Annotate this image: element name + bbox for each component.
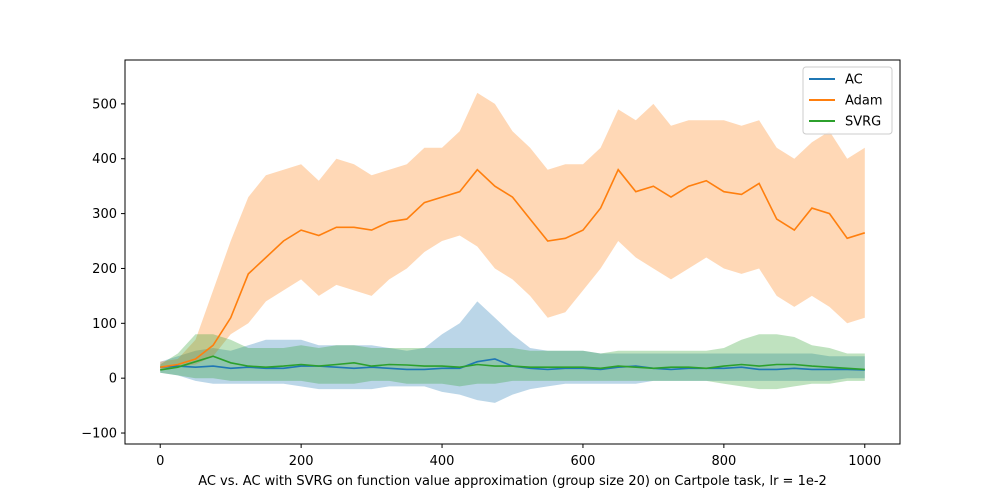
y-axis-ticks: −100 0 100 200 300 400 500 [81, 97, 125, 442]
band-svrg [160, 334, 865, 390]
line-adam [160, 168, 866, 368]
y-tick-label: −100 [81, 427, 117, 442]
y-tick-label: 0 [109, 372, 117, 387]
y-tick-label: 100 [92, 317, 117, 332]
band-ac [160, 301, 865, 403]
x-tick-label: 400 [430, 454, 455, 469]
legend-label-adam: Adam [845, 94, 883, 109]
x-tick-label: 800 [711, 454, 736, 469]
legend: AC Adam SVRG [802, 66, 893, 135]
y-tick-label: 300 [92, 207, 117, 222]
y-tick-label: 400 [92, 152, 117, 167]
legend-box [802, 66, 893, 135]
x-tick-label: 0 [156, 454, 164, 469]
series-lines [160, 168, 866, 371]
x-tick-label: 200 [289, 454, 314, 469]
x-axis-label: AC vs. AC with SVRG on function value ap… [198, 474, 827, 489]
y-tick-label: 500 [92, 97, 117, 112]
legend-label-ac: AC [845, 73, 863, 88]
x-tick-label: 1000 [848, 454, 881, 469]
x-axis-ticks: 0 200 400 600 800 1000 [156, 444, 881, 469]
x-tick-label: 600 [571, 454, 596, 469]
band-adam [160, 92, 865, 370]
plot-frame [124, 59, 901, 445]
confidence-bands [160, 92, 865, 403]
legend-label-svrg: SVRG [845, 115, 881, 130]
y-tick-label: 200 [92, 262, 117, 277]
line-svrg [160, 355, 865, 371]
